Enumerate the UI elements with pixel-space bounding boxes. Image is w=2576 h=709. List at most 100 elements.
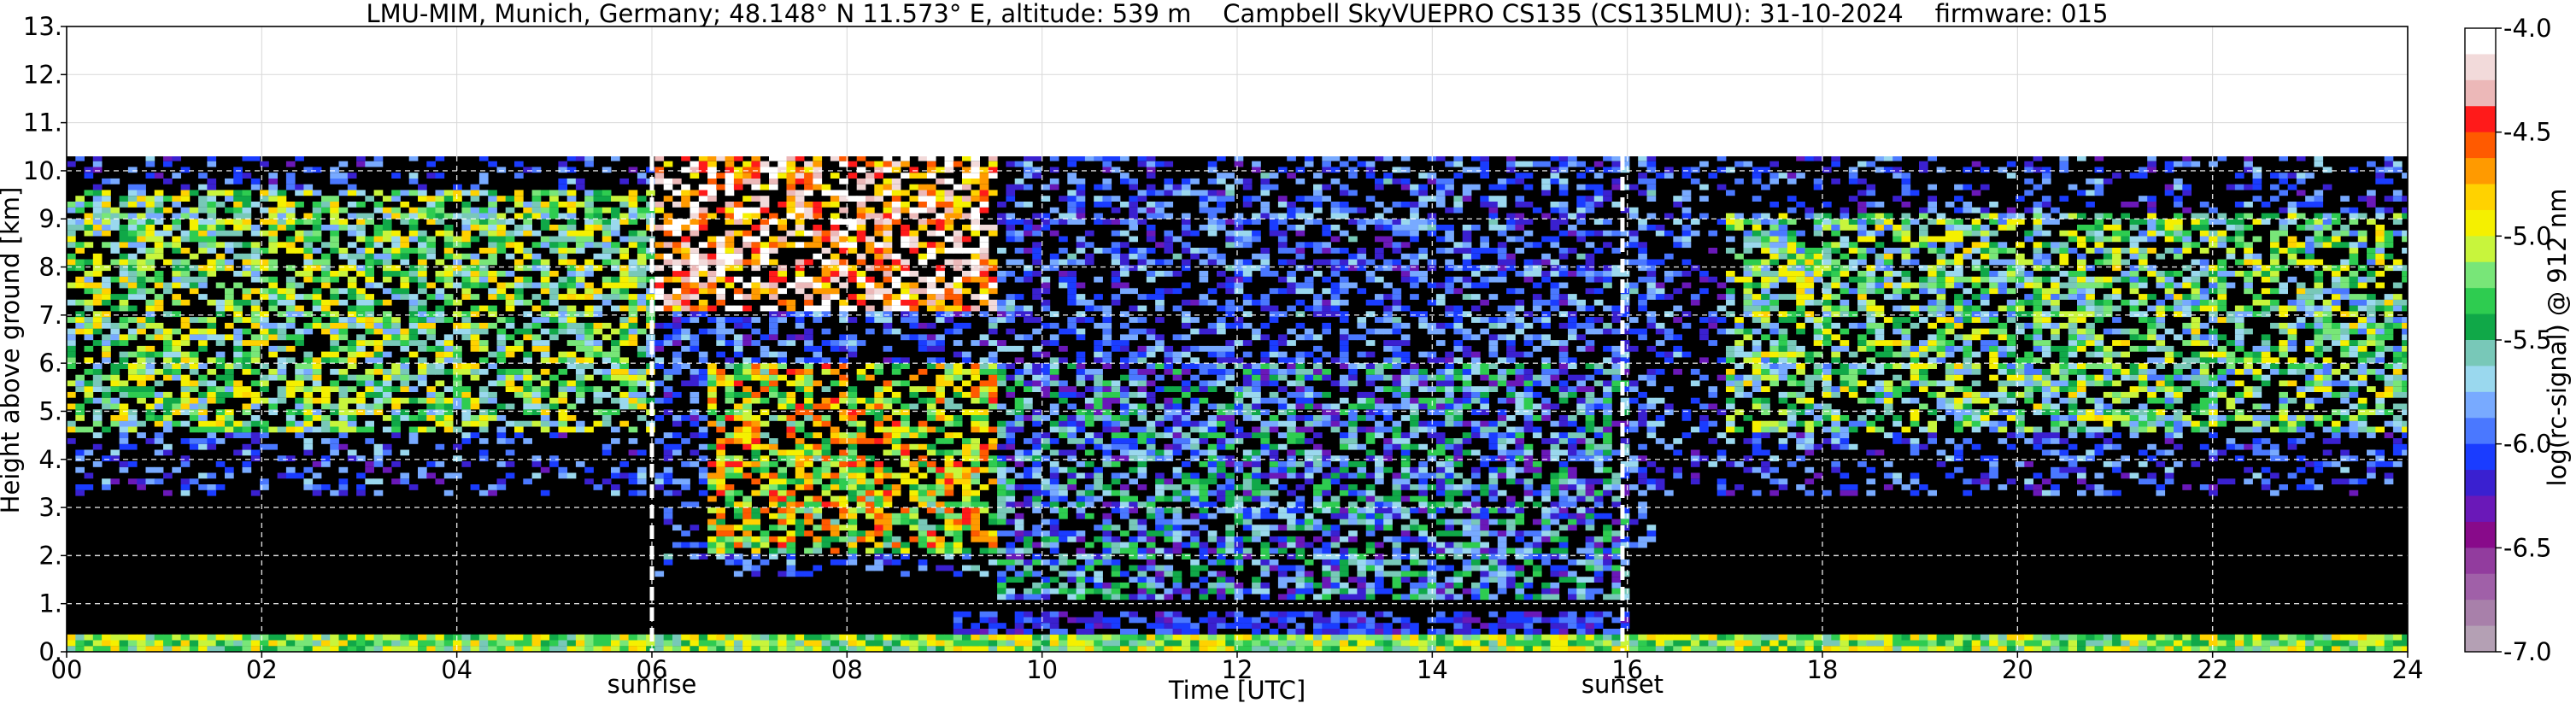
signal-cell (453, 374, 462, 381)
signal-cell (1076, 311, 1086, 318)
signal-cell (1111, 548, 1121, 554)
signal-cell (777, 415, 787, 421)
signal-cell (601, 334, 612, 341)
signal-cell (180, 397, 191, 404)
signal-cell (821, 640, 831, 647)
signal-cell (725, 259, 735, 266)
signal-cell (619, 328, 629, 335)
signal-cell (619, 282, 629, 289)
signal-cell (478, 225, 489, 231)
signal-cell (1067, 588, 1077, 595)
signal-cell (804, 640, 813, 647)
signal-cell (716, 368, 725, 375)
signal-cell (856, 438, 866, 444)
signal-cell (277, 322, 287, 329)
signal-cell (698, 271, 708, 277)
signal-cell (698, 196, 708, 202)
signal-cell (891, 178, 901, 185)
signal-cell (1049, 646, 1059, 652)
signal-cell (751, 265, 761, 272)
signal-cell (733, 322, 743, 329)
signal-cell (137, 317, 146, 323)
signal-cell (1137, 253, 1147, 260)
signal-cell (1014, 472, 1024, 479)
signal-cell (1102, 524, 1112, 531)
signal-cell (92, 380, 103, 387)
signal-cell (909, 305, 919, 312)
signal-cell (874, 489, 883, 496)
signal-cell (918, 455, 928, 462)
signal-cell (207, 219, 217, 225)
signal-cell (110, 363, 120, 369)
signal-cell (225, 305, 234, 312)
signal-cell (716, 519, 725, 525)
signal-cell (540, 219, 550, 225)
signal-cell (154, 415, 164, 421)
signal-cell (303, 242, 314, 249)
signal-cell (804, 259, 813, 266)
signal-cell (531, 202, 542, 208)
signal-cell (584, 161, 594, 167)
signal-cell (400, 357, 410, 364)
signal-cell (1084, 461, 1094, 467)
signal-cell (84, 219, 94, 225)
signal-cell (84, 282, 94, 289)
signal-cell (137, 248, 146, 254)
signal-cell (268, 443, 278, 450)
signal-cell (725, 265, 735, 272)
signal-cell (260, 288, 269, 295)
signal-cell (637, 374, 647, 381)
signal-cell (926, 219, 936, 225)
signal-cell (514, 173, 524, 179)
signal-cell (751, 548, 761, 554)
signal-cell (356, 161, 366, 167)
signal-cell (733, 265, 743, 272)
signal-cell (698, 646, 708, 652)
signal-cell (1041, 623, 1051, 629)
signal-cell (874, 415, 883, 421)
signal-cell (751, 415, 761, 421)
signal-cell (821, 466, 831, 473)
signal-cell (786, 305, 796, 312)
signal-cell (137, 213, 146, 220)
signal-cell (180, 196, 191, 202)
signal-cell (769, 443, 778, 450)
signal-cell (979, 259, 989, 266)
signal-cell (250, 357, 261, 364)
signal-cell (382, 386, 392, 392)
signal-cell (1032, 432, 1042, 438)
signal-cell (926, 409, 936, 415)
signal-cell (689, 524, 700, 531)
signal-cell (874, 317, 883, 323)
signal-cell (1041, 594, 1051, 601)
signal-cell (874, 420, 883, 427)
signal-cell (856, 259, 866, 266)
signal-cell (637, 466, 647, 473)
signal-cell (1120, 489, 1130, 496)
signal-cell (1014, 178, 1024, 185)
signal-cell (92, 386, 103, 392)
signal-cell (839, 259, 848, 266)
signal-cell (478, 391, 489, 398)
signal-cell (408, 230, 419, 237)
signal-cell (988, 466, 998, 473)
signal-cell (356, 294, 366, 300)
signal-cell (163, 351, 173, 358)
signal-cell (725, 386, 735, 392)
signal-cell (295, 328, 304, 335)
signal-cell (1059, 640, 1068, 647)
signal-cell (689, 276, 700, 283)
signal-cell (874, 294, 883, 300)
signal-cell (813, 167, 823, 173)
signal-cell (488, 207, 497, 214)
signal-cell (531, 322, 542, 329)
signal-cell (725, 236, 735, 243)
signal-cell (575, 646, 585, 652)
signal-cell (356, 225, 366, 231)
signal-cell (1006, 548, 1016, 554)
signal-cell (443, 472, 454, 479)
signal-cell (303, 438, 314, 444)
signal-cell (971, 305, 980, 312)
signal-cell (523, 351, 532, 358)
signal-cell (408, 317, 419, 323)
